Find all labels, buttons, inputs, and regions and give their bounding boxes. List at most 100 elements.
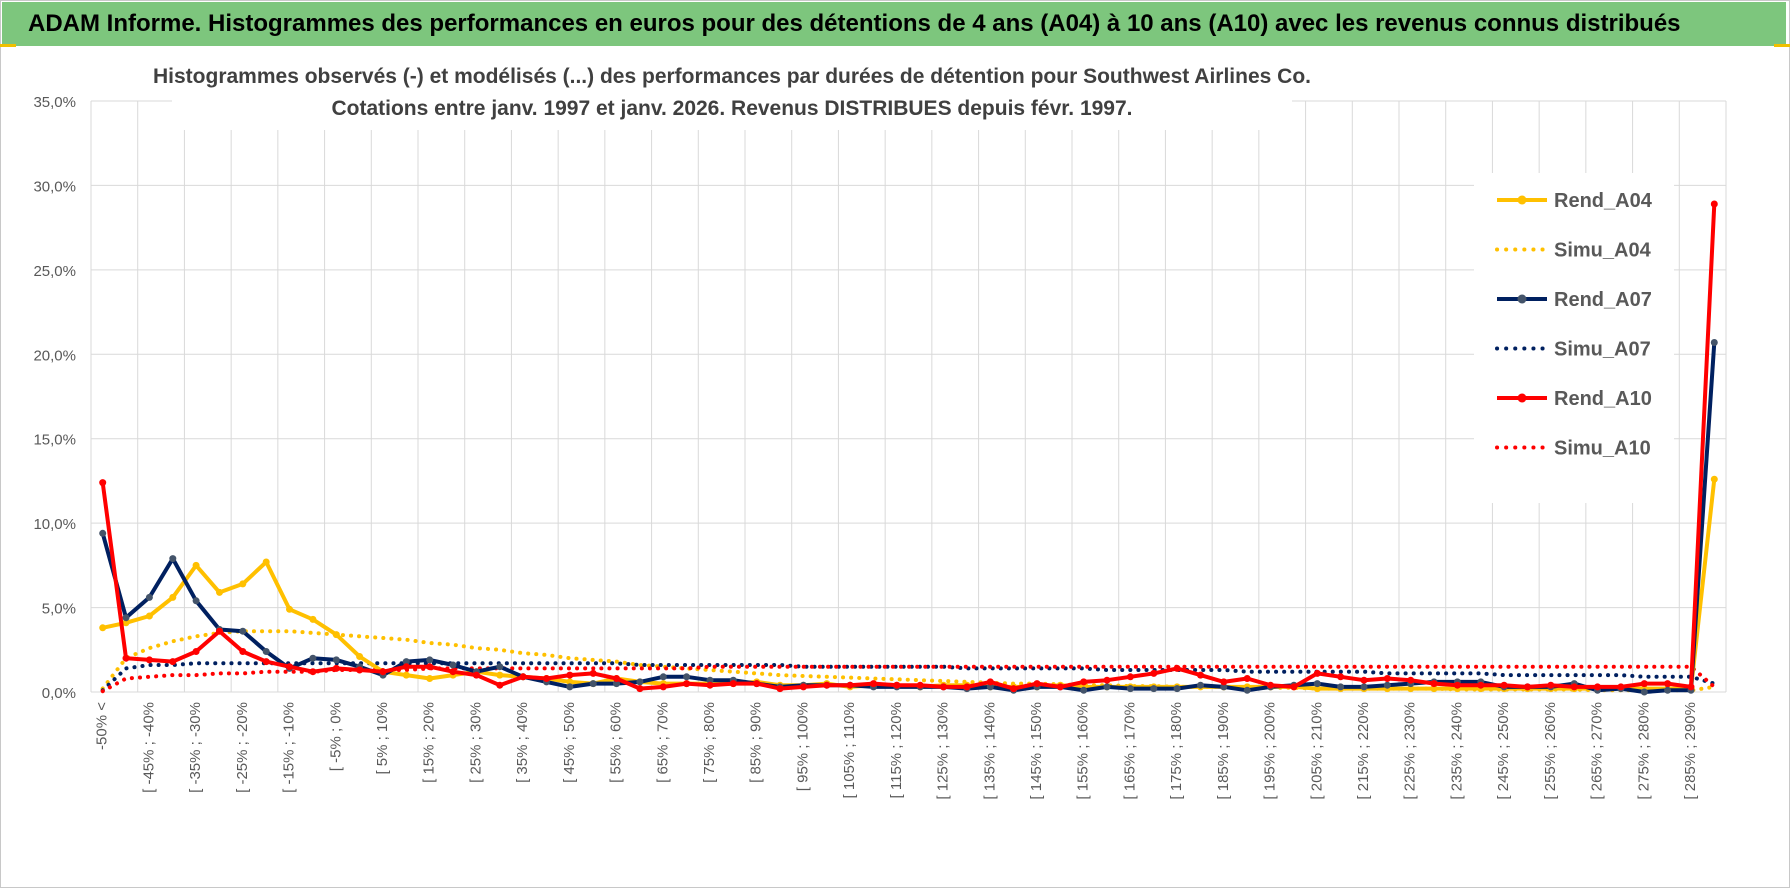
data-point <box>332 631 340 639</box>
legend-label: Rend_A10 <box>1554 388 1652 410</box>
data-point <box>262 648 270 655</box>
line-chart: Histogrammes observés (-) et modélisés (… <box>33 58 1727 800</box>
data-point <box>192 597 200 605</box>
x-tick-label: [ 215% ; 220% <box>1355 702 1372 800</box>
data-point <box>262 658 270 666</box>
data-point <box>262 558 270 566</box>
legend: Rend_A04 Simu_A04 Rend_A07 Simu_A07 Rend_A10… <box>1474 173 1674 503</box>
data-point <box>1710 200 1718 208</box>
data-point <box>1360 676 1368 684</box>
chart-area: Histogrammes observés (-) et modélisés (… <box>2 48 1788 884</box>
series-line-simu-a07 <box>100 661 1717 693</box>
data-point <box>192 561 200 569</box>
data-point <box>496 663 504 671</box>
series-line-rend-a04 <box>102 478 1717 691</box>
data-point <box>846 681 854 689</box>
x-tick-label: [ -5% ; 0% <box>327 702 344 771</box>
x-tick-label: [ 275% ; 280% <box>1635 702 1652 800</box>
data-point <box>893 681 901 689</box>
x-tick-label: [ 165% ; 170% <box>1121 702 1138 800</box>
data-point <box>122 619 130 627</box>
data-point <box>1453 681 1461 689</box>
x-tick-label: -50% < <box>94 702 111 750</box>
x-tick-label: [ 265% ; 270% <box>1589 702 1606 800</box>
data-point <box>99 624 107 632</box>
data-point <box>356 653 364 660</box>
y-tick-label: 35,0% <box>33 94 76 111</box>
x-tick-label: [ -15% ; -10% <box>281 702 298 793</box>
title-background <box>172 58 1292 130</box>
x-tick-label: [ 25% ; 30% <box>467 702 484 783</box>
data-point <box>216 588 223 596</box>
x-tick-label: [ 35% ; 40% <box>514 702 531 783</box>
y-tick-label: 25,0% <box>33 263 76 280</box>
x-tick-label: [ 235% ; 240% <box>1448 702 1465 800</box>
data-point <box>1126 685 1134 693</box>
data-point <box>169 658 177 666</box>
data-point <box>636 685 644 693</box>
data-point <box>1407 676 1415 684</box>
data-point <box>169 593 177 601</box>
data-point <box>1640 688 1648 696</box>
data-point <box>613 680 620 688</box>
y-tick-label: 30,0% <box>33 178 76 195</box>
data-point <box>1033 680 1041 688</box>
data-point <box>963 683 971 691</box>
x-tick-label: [ 255% ; 260% <box>1542 702 1559 800</box>
data-point <box>1080 686 1088 694</box>
data-point <box>1103 676 1111 684</box>
data-point <box>706 681 714 689</box>
data-point <box>332 656 340 664</box>
data-point <box>683 680 691 688</box>
data-point <box>239 580 247 588</box>
data-point <box>356 666 364 674</box>
x-tick-label: [ 65% ; 70% <box>654 702 671 783</box>
y-tick-label: 0,0% <box>42 685 76 702</box>
data-point <box>566 683 574 691</box>
data-point <box>1570 683 1578 691</box>
x-tick-label: [ 85% ; 90% <box>748 702 765 783</box>
data-point <box>589 669 597 677</box>
data-point <box>145 656 153 664</box>
data-point <box>426 656 434 664</box>
data-point <box>1664 680 1672 688</box>
data-point <box>1243 686 1251 694</box>
x-tick-label: [ 75% ; 80% <box>701 702 718 783</box>
legend-label: Rend_A07 <box>1554 289 1652 311</box>
x-tick-label: [ 105% ; 110% <box>841 702 858 798</box>
data-point <box>1080 678 1088 686</box>
data-point <box>99 529 107 537</box>
data-point <box>426 675 434 682</box>
data-point <box>309 654 317 662</box>
data-point <box>379 668 387 676</box>
series-line-rend-a10 <box>100 203 1717 691</box>
data-point <box>916 681 924 689</box>
x-tick-label: [ 145% ; 150% <box>1028 702 1045 800</box>
x-tick-label: [ 95% ; 100% <box>794 702 811 791</box>
data-point <box>753 680 761 688</box>
x-tick-label: [ 225% ; 230% <box>1402 702 1419 800</box>
data-point <box>1173 685 1181 693</box>
data-point <box>216 627 223 635</box>
data-point <box>332 664 340 672</box>
chart-title-line1: Histogrammes observés (-) et modélisés (… <box>153 65 1311 88</box>
data-point <box>1056 683 1064 691</box>
data-point <box>1710 339 1718 346</box>
x-tick-label: [ 55% ; 60% <box>608 702 625 783</box>
data-point <box>1524 683 1531 691</box>
data-point <box>239 648 247 655</box>
x-tick-label: [ 15% ; 20% <box>421 702 438 783</box>
data-point <box>519 673 527 681</box>
data-point <box>1383 675 1391 682</box>
data-point <box>472 671 480 679</box>
legend-marker <box>1517 294 1527 304</box>
x-tick-label: [ 285% ; 290% <box>1682 702 1699 800</box>
data-point <box>636 678 644 686</box>
data-point <box>309 668 317 676</box>
data-point <box>402 671 410 679</box>
data-point <box>870 680 877 688</box>
data-point <box>589 680 597 688</box>
data-point <box>823 681 831 689</box>
data-point <box>1290 683 1298 691</box>
x-tick-label: [ 175% ; 180% <box>1168 702 1185 800</box>
